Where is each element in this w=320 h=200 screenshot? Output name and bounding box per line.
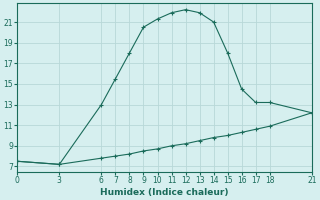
- X-axis label: Humidex (Indice chaleur): Humidex (Indice chaleur): [100, 188, 229, 197]
